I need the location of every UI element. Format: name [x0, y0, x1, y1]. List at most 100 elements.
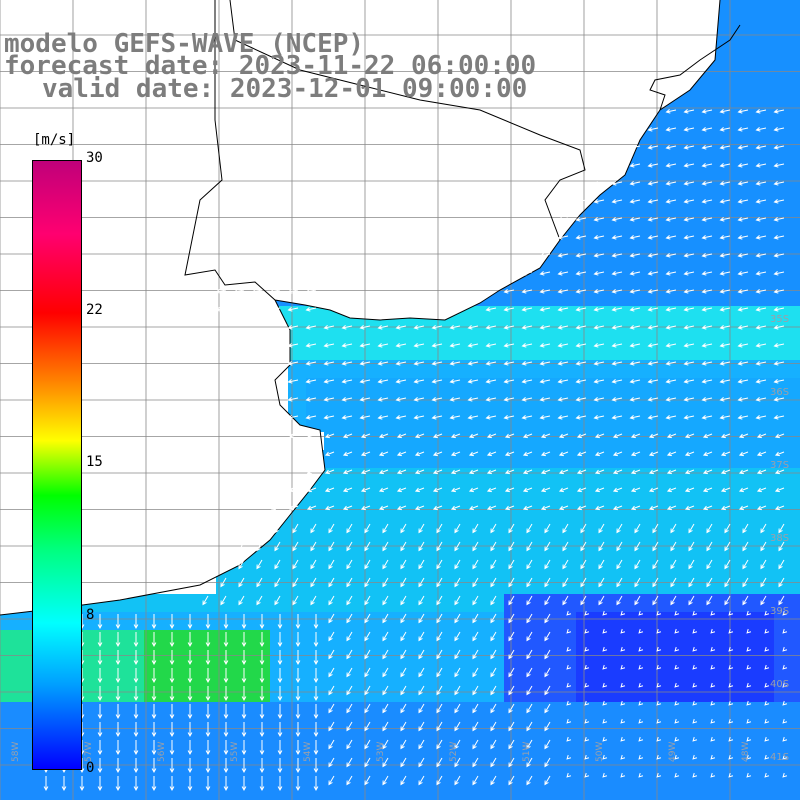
wind-arrow	[202, 595, 209, 606]
wind-arrow	[504, 451, 515, 457]
wind-arrow	[566, 736, 572, 742]
wind-arrow	[450, 487, 461, 493]
wind-arrow	[684, 451, 695, 457]
wind-arrow	[395, 361, 407, 366]
wind-arrow	[115, 632, 121, 648]
colorbar-tick-label: 8	[86, 607, 95, 623]
wind-arrow	[728, 610, 734, 616]
wind-arrow	[115, 668, 121, 684]
wind-cell	[216, 612, 234, 630]
wind-arrow	[472, 721, 479, 732]
wind-cell	[108, 792, 126, 800]
wind-cell	[630, 360, 648, 378]
wind-cell	[594, 378, 612, 396]
wind-cell	[468, 666, 486, 684]
wind-arrow	[598, 577, 605, 588]
wind-arrow	[490, 757, 497, 768]
wind-cell	[432, 558, 450, 576]
wind-cell	[360, 612, 378, 630]
wind-arrow	[544, 523, 551, 534]
wind-cell	[612, 702, 630, 720]
wind-arrow	[611, 397, 623, 402]
wind-cell	[738, 324, 756, 342]
wind-arrow	[593, 415, 605, 420]
wind-cell	[630, 324, 648, 342]
wind-arrow	[431, 325, 443, 330]
wind-cell	[612, 738, 630, 756]
wind-arrow	[648, 433, 659, 439]
wind-cell	[306, 630, 324, 648]
wind-arrow	[683, 253, 695, 258]
wind-arrow	[557, 343, 569, 348]
wind-arrow	[324, 451, 335, 457]
wind-arrow	[295, 704, 301, 720]
wind-arrow	[287, 343, 299, 348]
wind-arrow	[782, 772, 788, 778]
wind-arrow	[566, 700, 572, 706]
wind-cell	[702, 774, 720, 792]
wind-cell	[270, 738, 288, 756]
wind-arrow	[706, 523, 713, 534]
wind-arrow	[305, 397, 317, 402]
wind-arrow	[647, 127, 659, 132]
wind-arrow	[328, 541, 335, 552]
wind-arrow	[436, 559, 443, 570]
wind-cell	[378, 720, 396, 738]
wind-cell	[774, 666, 792, 684]
wind-cell	[414, 360, 432, 378]
wind-cell	[378, 522, 396, 540]
longitude-label: 52W	[449, 742, 459, 762]
wind-arrow	[115, 722, 121, 738]
wind-arrow	[396, 451, 407, 457]
wind-arrow	[755, 217, 767, 222]
wind-cell	[594, 396, 612, 414]
wind-arrow	[395, 415, 407, 420]
wind-arrow	[205, 650, 211, 666]
wind-cell	[360, 702, 378, 720]
wind-cell	[414, 576, 432, 594]
wind-cell	[270, 576, 288, 594]
wind-cell	[792, 144, 800, 162]
wind-cell	[414, 738, 432, 756]
wind-cell	[342, 612, 360, 630]
wind-cell	[630, 378, 648, 396]
wind-cell	[684, 684, 702, 702]
wind-arrow	[575, 307, 587, 312]
wind-cell	[0, 684, 18, 702]
uruguay-interior-border	[229, 0, 586, 241]
wind-arrow	[377, 397, 389, 402]
longitude-label: 56W	[157, 742, 167, 762]
wind-arrow	[612, 505, 623, 511]
wind-arrow	[755, 361, 767, 366]
wind-cell	[396, 360, 414, 378]
wind-arrow	[602, 700, 608, 706]
wind-cell	[234, 774, 252, 792]
wind-arrow	[382, 757, 389, 768]
wind-arrow	[566, 772, 572, 778]
wind-cell	[540, 378, 558, 396]
wind-arrow	[647, 163, 659, 168]
wind-arrow	[432, 505, 443, 511]
wind-cell	[666, 180, 684, 198]
wind-arrow	[580, 523, 587, 534]
wind-arrow	[710, 718, 716, 724]
wind-arrow	[431, 397, 443, 402]
colorbar-unit: [m/s]	[33, 132, 76, 148]
wind-arrow	[773, 163, 785, 168]
wind-arrow	[629, 415, 641, 420]
wind-arrow	[223, 704, 229, 720]
wind-arrow	[449, 325, 461, 330]
wind-cell	[792, 558, 800, 576]
wind-cell	[720, 684, 738, 702]
wind-arrow	[436, 721, 443, 732]
wind-cell	[684, 666, 702, 684]
wind-cell	[288, 702, 306, 720]
wind-cell	[342, 324, 360, 342]
wind-cell	[378, 666, 396, 684]
wind-cell	[414, 324, 432, 342]
wind-arrow	[346, 703, 353, 714]
wind-arrow	[630, 487, 641, 493]
